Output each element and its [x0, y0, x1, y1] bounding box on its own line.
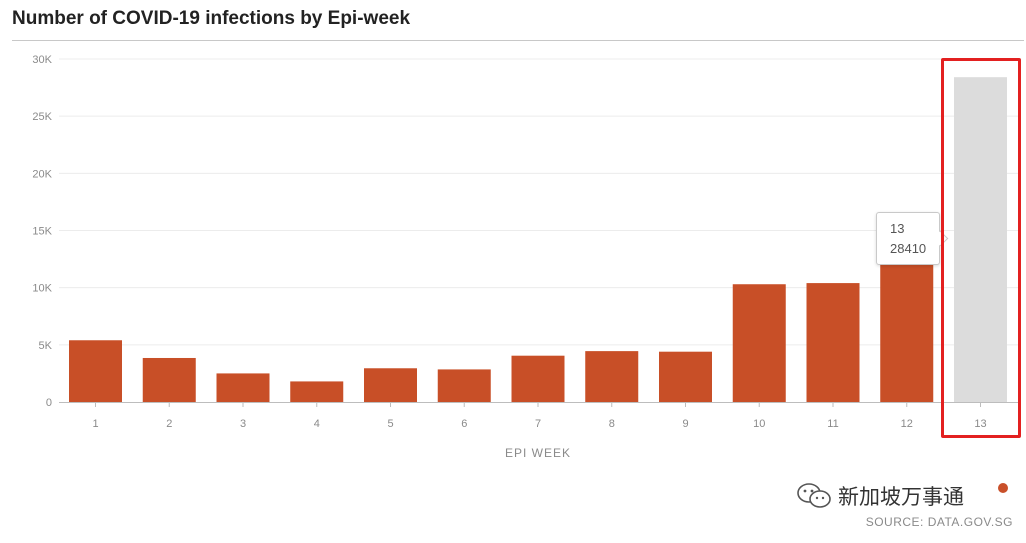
watermark-text: 新加坡万事通	[838, 486, 964, 509]
x-tick-label: 7	[535, 418, 541, 430]
y-tick-label: 30K	[32, 54, 52, 66]
y-tick-label: 25K	[32, 111, 52, 123]
y-tick-label: 5K	[39, 340, 53, 352]
y-tick-label: 15K	[32, 226, 52, 238]
x-tick-label: 12	[901, 418, 913, 430]
x-tick-label: 1	[92, 418, 98, 430]
bar	[142, 357, 196, 402]
watermark: 新加坡万事通	[796, 481, 964, 511]
y-tick-label: 20K	[32, 168, 52, 180]
x-axis-title: EPI WEEK	[505, 446, 571, 460]
bar	[880, 241, 934, 402]
bar	[585, 351, 639, 402]
y-tick-label: 0	[46, 397, 52, 409]
x-tick-label: 6	[461, 418, 467, 430]
chart-title: Number of COVID-19 infections by Epi-wee…	[12, 8, 411, 29]
bar-tooltip: 13 28410	[876, 212, 949, 265]
x-tick-label: 3	[240, 418, 246, 430]
x-tick-label: 13	[974, 418, 986, 430]
bar	[364, 368, 417, 402]
y-tick-label: 10K	[32, 283, 52, 295]
x-tick-label: 2	[166, 418, 172, 430]
wechat-icon	[797, 483, 831, 508]
bar	[732, 284, 786, 402]
x-tick-label: 4	[314, 418, 320, 430]
bar	[511, 355, 565, 402]
bar	[806, 283, 860, 402]
tooltip-value: 28410	[890, 241, 927, 256]
source-note: SOURCE: DATA.GOV.SG	[865, 515, 1013, 529]
bar	[290, 381, 344, 402]
x-tick-label: 8	[609, 418, 615, 430]
x-tick-label: 10	[753, 418, 765, 430]
title-divider	[12, 40, 1024, 41]
bar	[437, 369, 491, 402]
x-tick-label: 5	[387, 418, 393, 430]
bar	[69, 340, 122, 402]
highlight-annotation-box	[941, 58, 1021, 438]
bar	[216, 373, 270, 402]
x-tick-label: 9	[682, 418, 688, 430]
tooltip-category: 13	[890, 221, 905, 236]
x-tick-label: 11	[827, 418, 838, 430]
bar	[954, 77, 1007, 402]
bar	[659, 351, 712, 402]
watermark-dot	[998, 483, 1008, 493]
